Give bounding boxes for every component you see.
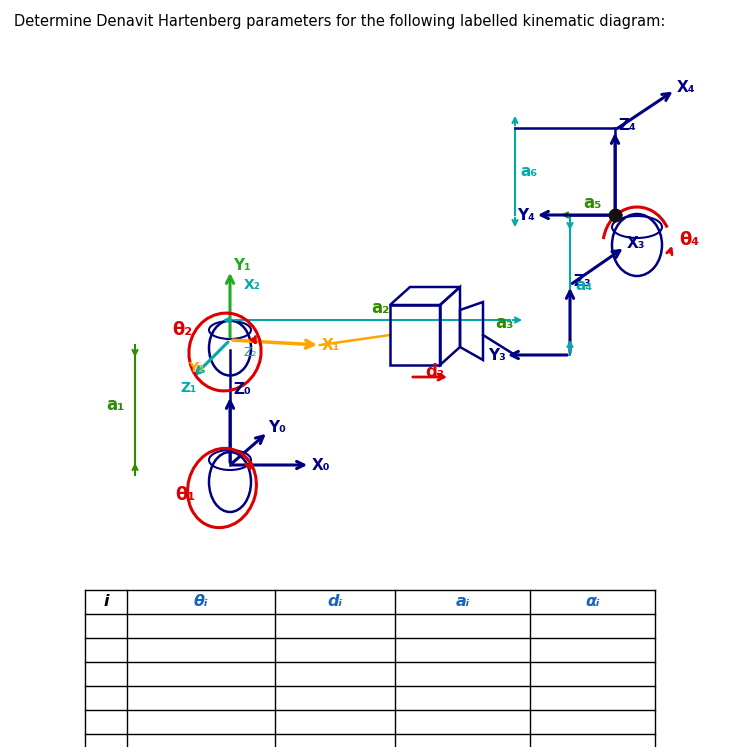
Text: X₁: X₁ [322, 338, 340, 353]
Text: X₄: X₄ [677, 79, 696, 95]
Text: Y₁: Y₁ [233, 258, 251, 273]
Text: θ₁: θ₁ [175, 486, 195, 504]
Text: X₃: X₃ [627, 235, 645, 250]
Text: aᵢ: aᵢ [456, 595, 470, 610]
Text: θᵢ: θᵢ [194, 595, 208, 610]
Text: a₃: a₃ [495, 314, 513, 332]
Text: X₂: X₂ [244, 278, 261, 292]
Text: a₄: a₄ [575, 277, 592, 293]
Text: a₆: a₆ [520, 164, 537, 179]
Text: θ₄: θ₄ [679, 231, 699, 249]
Text: Determine Denavit Hartenberg parameters for the following labelled kinematic dia: Determine Denavit Hartenberg parameters … [14, 14, 665, 29]
Text: a₂: a₂ [371, 299, 389, 317]
Text: i: i [103, 595, 109, 610]
Text: θ₂: θ₂ [172, 321, 192, 339]
Text: Y₃: Y₃ [488, 347, 506, 362]
Text: dᵢ: dᵢ [328, 595, 342, 610]
Text: Z₃: Z₃ [573, 273, 591, 288]
Text: d₃: d₃ [425, 363, 445, 381]
Text: Y₀: Y₀ [268, 421, 286, 436]
Text: Z₁: Z₁ [180, 381, 197, 395]
Text: Z₀: Z₀ [233, 382, 251, 397]
Text: a₅: a₅ [583, 194, 601, 212]
Text: Z₄: Z₄ [618, 117, 636, 132]
Text: Y₄: Y₄ [517, 208, 535, 223]
Text: X₀: X₀ [312, 457, 330, 473]
Text: αᵢ: αᵢ [585, 595, 600, 610]
Text: Y₂: Y₂ [188, 361, 204, 375]
Text: a₁: a₁ [107, 396, 125, 414]
Text: Z₂: Z₂ [244, 346, 258, 359]
